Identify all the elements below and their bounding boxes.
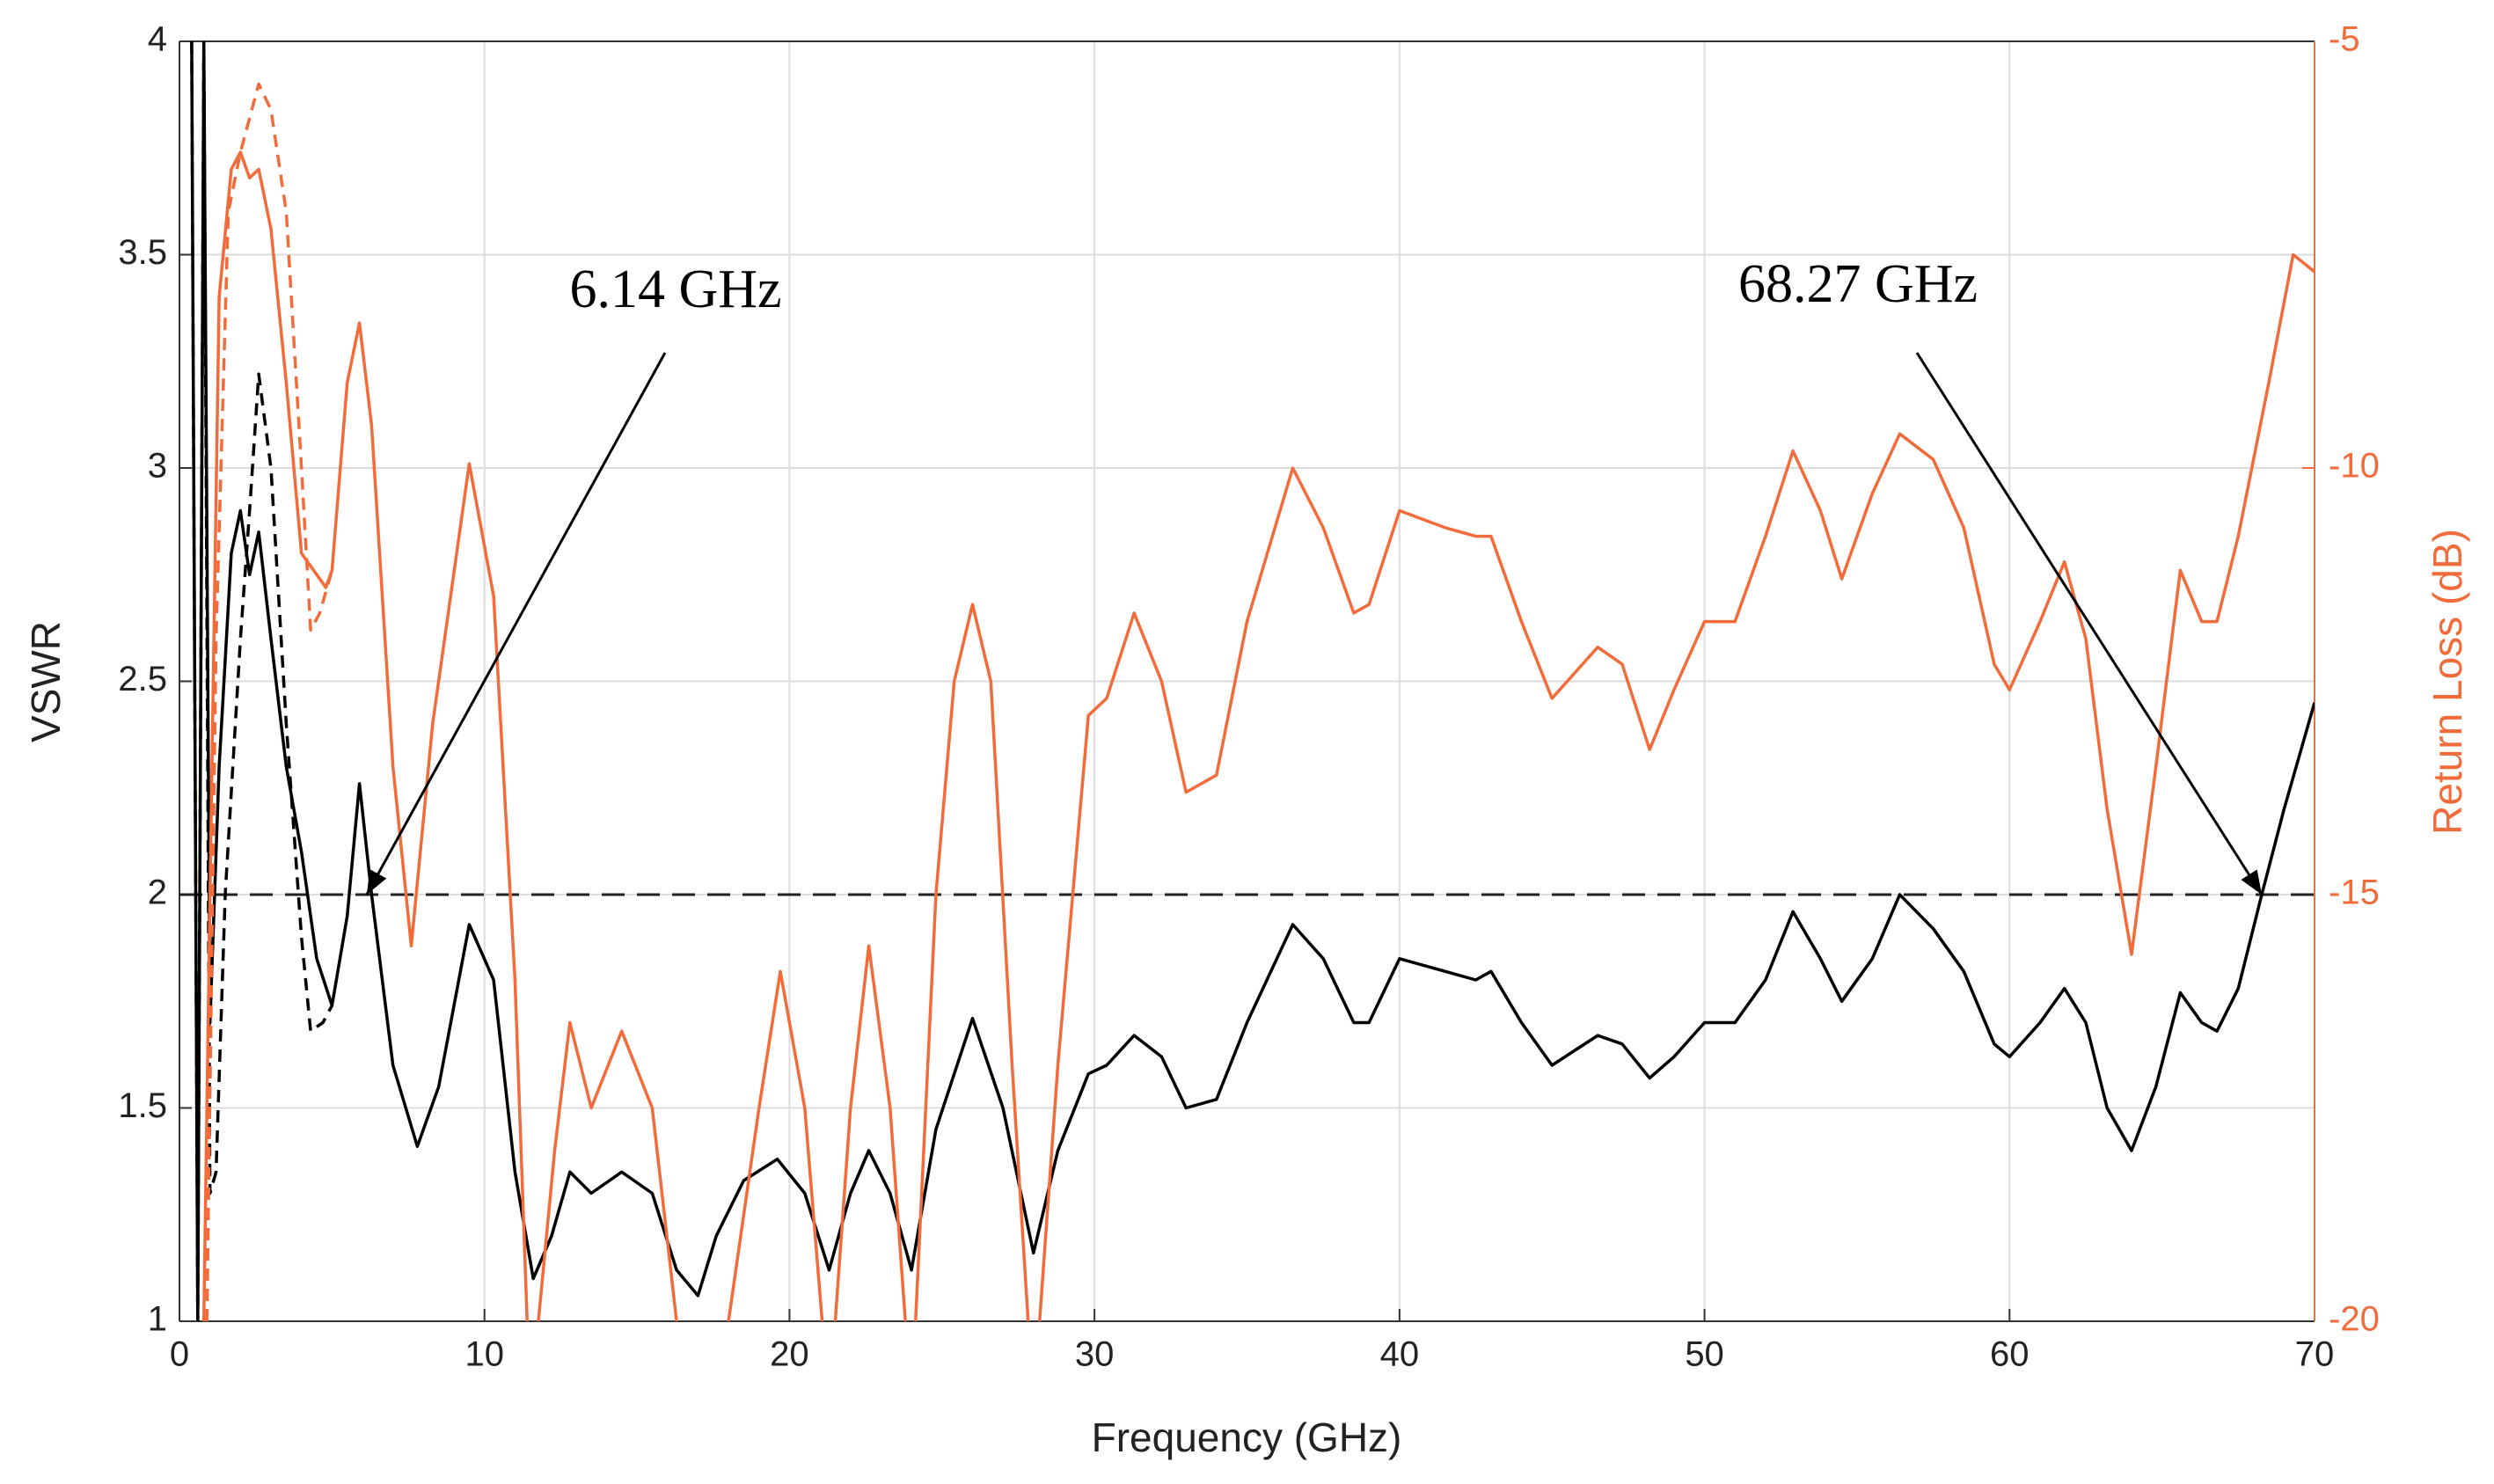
- dashed-line: [205, 82, 334, 1321]
- annotation-text: 68.27 GHz: [1738, 254, 1978, 314]
- x-tick-label: 30: [1075, 1335, 1115, 1374]
- x-tick-label: 50: [1685, 1335, 1724, 1374]
- y-tick-label: 3.5: [118, 233, 167, 272]
- y-tick-label: 2.5: [118, 660, 167, 698]
- line: [190, 41, 2315, 1321]
- y-axis-label: VSWR: [23, 621, 69, 742]
- y-tick-label: 1: [148, 1300, 167, 1339]
- annotation-text: 6.14 GHz: [569, 260, 781, 319]
- y-tick-label: 1.5: [118, 1086, 167, 1125]
- annotation-arrow: [1915, 352, 2264, 896]
- x-tick-label: 40: [1380, 1335, 1420, 1374]
- y2-axis-label: Return Loss (dB): [2425, 529, 2470, 835]
- y-tick-label: 4: [148, 20, 167, 59]
- x-tick-label: 0: [170, 1335, 189, 1374]
- x-tick-label: 60: [1990, 1335, 2030, 1374]
- annotation-arrow: [365, 352, 667, 896]
- y-tick-label: 2: [148, 874, 167, 912]
- x-axis-label: Frequency (GHz): [1092, 1415, 1402, 1460]
- y2-tick-label: -5: [2329, 20, 2360, 59]
- y2-tick-label: -15: [2329, 874, 2380, 912]
- x-tick-label: 10: [464, 1335, 504, 1374]
- x-tick-label: 70: [2295, 1335, 2335, 1374]
- y2-tick-label: -20: [2329, 1300, 2380, 1339]
- y-tick-label: 3: [148, 447, 167, 486]
- dashed-line: [190, 41, 333, 1321]
- x-tick-label: 20: [770, 1335, 809, 1374]
- plot-area: [179, 41, 2315, 1321]
- line: [201, 150, 2315, 1321]
- y2-tick-label: -10: [2329, 447, 2380, 486]
